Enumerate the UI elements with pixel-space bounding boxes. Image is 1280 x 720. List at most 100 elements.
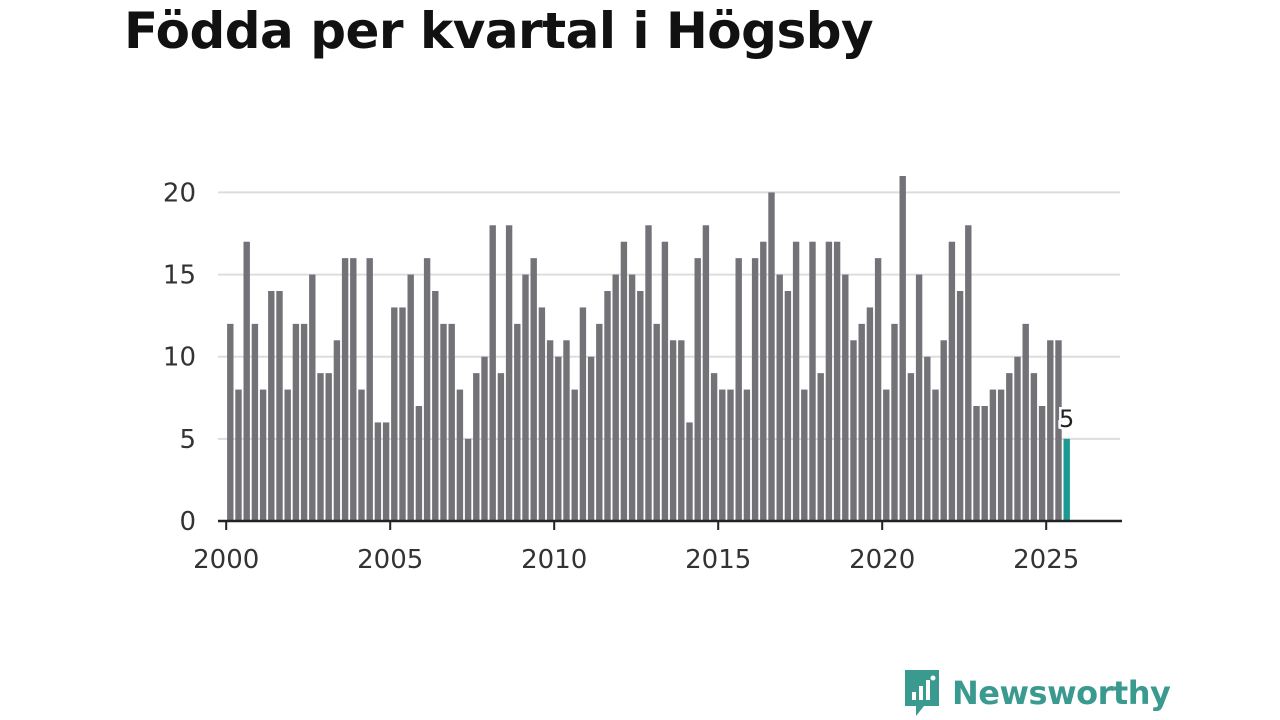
bar <box>817 373 824 521</box>
bar <box>374 422 382 521</box>
x-tick-label: 2005 <box>357 545 423 575</box>
bar <box>350 258 357 521</box>
bar <box>1047 340 1054 521</box>
data-labels: 5 <box>1057 402 1077 435</box>
bar <box>1014 356 1021 521</box>
y-tick-label: 10 <box>163 343 196 373</box>
bar <box>661 241 669 521</box>
bar <box>563 340 570 521</box>
bar <box>522 274 529 521</box>
bar <box>874 258 882 521</box>
bars <box>227 176 1070 522</box>
bar <box>1055 340 1062 521</box>
bar <box>809 241 816 521</box>
bar <box>276 291 283 521</box>
bar <box>546 340 554 521</box>
bar <box>915 274 923 521</box>
bar <box>702 225 710 522</box>
bar <box>669 340 677 521</box>
bar <box>637 291 644 521</box>
bar <box>792 241 800 521</box>
y-tick-label: 0 <box>179 507 196 537</box>
bar <box>694 258 701 521</box>
highlight-bar <box>1063 438 1070 521</box>
x-tick-label: 2015 <box>685 545 751 575</box>
bar <box>678 340 685 521</box>
bar <box>973 406 980 521</box>
bar <box>735 258 742 521</box>
bar <box>497 373 505 521</box>
brand: Newsworthy <box>902 668 1171 718</box>
x-axis-ticks: 2000 2005 2010 2015 2020 2025 <box>193 521 1079 575</box>
bar <box>391 307 398 521</box>
bar <box>965 225 972 522</box>
x-tick-label: 2020 <box>849 545 915 575</box>
bar <box>251 323 259 521</box>
bar <box>399 307 406 521</box>
bar <box>1038 406 1046 521</box>
bar <box>432 291 439 521</box>
bar <box>883 389 890 521</box>
bar <box>924 356 931 521</box>
bar <box>842 274 849 521</box>
bar <box>907 373 915 521</box>
bar <box>899 176 906 521</box>
bar <box>571 389 578 521</box>
bar <box>751 258 759 521</box>
bar <box>423 258 431 521</box>
bar <box>358 389 365 521</box>
bar <box>366 258 373 521</box>
bar <box>866 307 874 521</box>
y-axis-ticks: 0 5 10 15 20 <box>163 178 196 537</box>
bar <box>719 389 726 521</box>
x-tick-label: 2000 <box>193 545 259 575</box>
bar <box>464 438 472 521</box>
bar <box>259 389 267 521</box>
bar <box>415 406 423 521</box>
bar <box>473 373 480 521</box>
bar <box>801 389 808 521</box>
bar <box>317 373 324 521</box>
x-tick-label: 2025 <box>1013 545 1079 575</box>
bar <box>981 406 988 521</box>
bar <box>505 225 513 522</box>
highlight-value-label: 5 <box>1059 405 1074 433</box>
bar <box>743 389 751 521</box>
bar <box>833 241 841 521</box>
bar <box>530 258 537 521</box>
bar <box>645 225 652 522</box>
bar <box>858 323 865 521</box>
bar <box>760 241 767 521</box>
bar <box>628 274 636 521</box>
bar <box>686 422 693 521</box>
bar <box>784 291 792 521</box>
y-tick-label: 5 <box>179 425 196 455</box>
y-tick-label: 15 <box>163 261 196 291</box>
bar <box>956 291 964 521</box>
bar <box>300 323 308 521</box>
bar <box>555 356 562 521</box>
bar <box>440 323 447 521</box>
bar <box>579 307 587 521</box>
bar <box>448 323 455 521</box>
bar <box>268 291 275 521</box>
bar <box>456 389 464 521</box>
x-tick-label: 2010 <box>521 545 587 575</box>
bar <box>825 241 833 521</box>
bar <box>1022 323 1029 521</box>
bar <box>940 340 947 521</box>
bar <box>341 258 349 521</box>
bar <box>235 389 242 521</box>
bar <box>604 291 611 521</box>
bar <box>727 389 734 521</box>
bar <box>710 373 718 521</box>
bar <box>481 356 488 521</box>
bar <box>284 389 291 521</box>
bar <box>227 323 234 521</box>
bar <box>932 389 939 521</box>
bar <box>997 389 1005 521</box>
brand-name: Newsworthy <box>952 674 1171 712</box>
bar <box>587 356 595 521</box>
bar <box>309 274 316 521</box>
